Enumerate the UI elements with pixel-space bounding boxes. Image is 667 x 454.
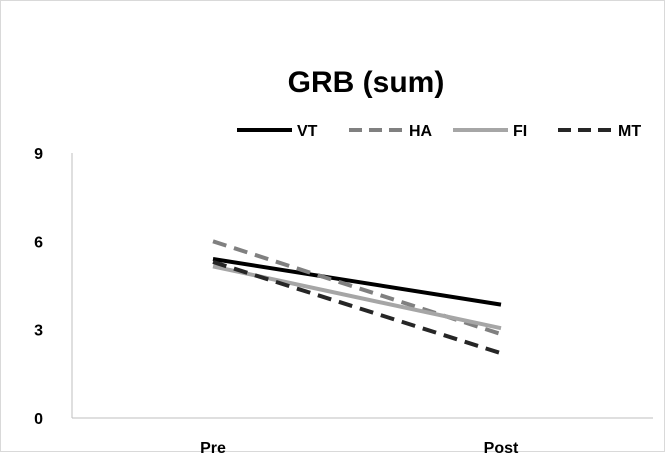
legend-label-ha: HA [409,123,433,140]
series-group [212,239,502,356]
legend-label-fi: FI [513,123,527,140]
y-tick-label: 0 [34,411,43,428]
legend-label-mt: MT [618,123,641,140]
y-tick-label: 6 [34,234,43,251]
y-tick-label: 3 [34,323,43,340]
y-tick-label: 9 [34,146,43,163]
axes: 0 3 6 9 Pre Post [34,146,653,453]
x-tick-label: Post [484,440,519,453]
legend: VT HA FI MT [237,123,641,140]
chart-title: GRB (sum) [288,66,445,99]
legend-label-vt: VT [297,123,318,140]
x-tick-label: Pre [200,440,226,453]
series-line-vt [212,257,502,307]
series-line-mt [212,260,502,356]
